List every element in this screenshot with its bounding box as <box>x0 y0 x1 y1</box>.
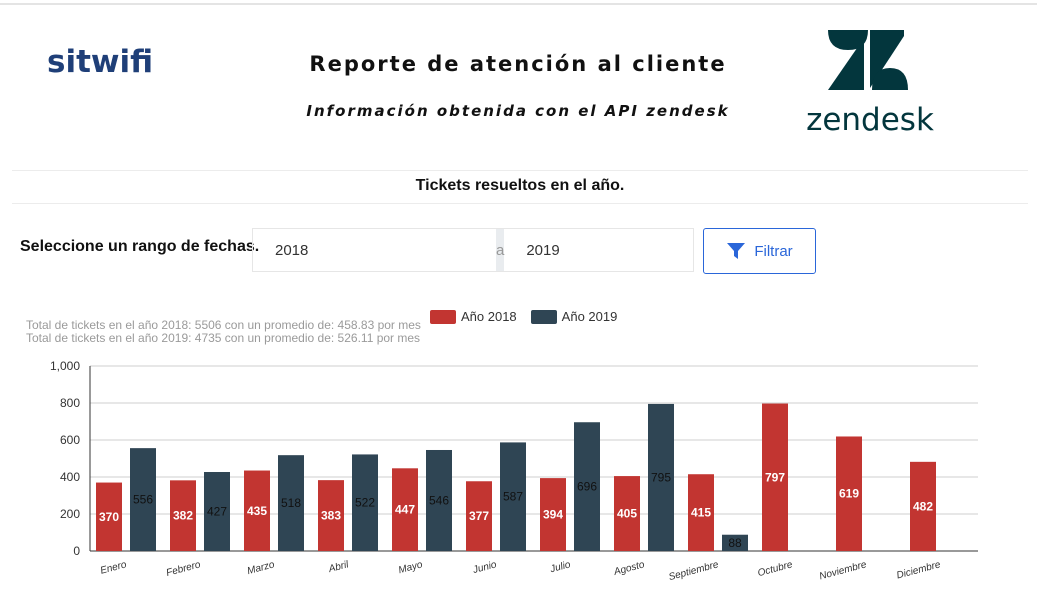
bar-2019 <box>426 449 452 551</box>
x-tick-label: Abril <box>327 559 351 575</box>
legend-label-2019: Año 2019 <box>561 309 618 324</box>
bar-2018 <box>244 470 270 551</box>
bar-2018 <box>392 468 418 551</box>
top-border <box>0 3 1037 5</box>
page-title: Reporte de atención al cliente <box>309 52 727 76</box>
bar-value-label: 797 <box>765 470 785 484</box>
bar-value-label: 522 <box>355 496 375 510</box>
zendesk-logo-bottom-right <box>872 68 908 90</box>
bar-2019 <box>574 422 600 551</box>
bar-value-label: 587 <box>503 490 523 504</box>
bar-value-label: 370 <box>99 510 119 524</box>
bar-value-label: 377 <box>469 509 489 523</box>
bar-value-label: 518 <box>281 496 301 510</box>
bar-value-label: 415 <box>691 506 711 520</box>
bar-2019 <box>130 448 156 551</box>
bar-2019 <box>204 472 230 551</box>
bar-2019 <box>352 454 378 551</box>
y-tick-label: 600 <box>60 433 80 447</box>
bar-value-label: 405 <box>617 507 637 521</box>
bar-value-label: 382 <box>173 509 193 523</box>
x-tick-label: Enero <box>99 559 128 577</box>
section-divider-top <box>12 170 1028 171</box>
bar-value-label: 556 <box>133 493 153 507</box>
y-tick-label: 0 <box>73 544 80 558</box>
bar-value-label: 546 <box>429 493 449 507</box>
bar-2018 <box>96 482 122 551</box>
bar-2019 <box>500 442 526 551</box>
legend-item-2019[interactable]: Año 2019 <box>530 309 618 324</box>
filter-button-label: Filtrar <box>754 242 793 260</box>
bar-value-label: 394 <box>543 508 563 522</box>
stat-2019: Total de tickets en el año 2019: 4735 co… <box>26 331 421 345</box>
y-tick-label: 1,000 <box>50 359 80 373</box>
bar-2019 <box>278 455 304 551</box>
zendesk-logo-bottom-left <box>828 38 864 90</box>
legend-swatch-2018 <box>430 309 456 324</box>
filter-button[interactable]: Filtrar <box>703 228 816 274</box>
zendesk-logo-top-left <box>828 30 868 50</box>
bar-value-label: 427 <box>207 505 227 519</box>
section-divider-bottom <box>12 203 1028 204</box>
date-range-label: Seleccione un rango de fechas. <box>20 238 260 255</box>
chart-legend: Año 2018 Año 2019 <box>430 309 617 324</box>
x-tick-label: Febrero <box>165 559 202 579</box>
x-tick-label: Septiembre <box>668 559 721 583</box>
bar-2018 <box>540 478 566 551</box>
bar-2018 <box>170 480 196 551</box>
sitwifi-logo: sitwifi <box>47 44 154 80</box>
bar-2018 <box>836 436 862 551</box>
bar-2018 <box>318 480 344 551</box>
date-from-input[interactable] <box>253 229 496 271</box>
bar-2018 <box>688 474 714 551</box>
bar-2018 <box>762 403 788 551</box>
zendesk-logo: zendesk <box>806 30 934 138</box>
bar-value-label: 795 <box>651 470 671 484</box>
bar-value-label: 383 <box>321 509 341 523</box>
y-tick-label: 200 <box>60 507 80 521</box>
page-subtitle: Información obtenida con el API zendesk <box>306 102 730 120</box>
y-tick-label: 400 <box>60 470 80 484</box>
date-range-separator: a <box>496 229 505 271</box>
bar-value-label: 447 <box>395 503 415 517</box>
bar-value-label: 619 <box>839 487 859 501</box>
x-tick-label: Julio <box>548 559 572 575</box>
bar-value-label: 696 <box>577 480 597 494</box>
legend-item-2018[interactable]: Año 2018 <box>430 309 517 324</box>
stat-2018: Total de tickets en el año 2018: 5506 co… <box>26 318 421 332</box>
bar-chart: 0 200 400 600 800 1,000 370 556 Enero 382 427 Febre… <box>50 359 978 583</box>
bar-2018 <box>466 481 492 551</box>
bar-2018 <box>614 476 640 551</box>
bar-2019 <box>722 534 748 551</box>
date-range-group: a <box>252 228 748 272</box>
bar-2018 <box>910 461 936 551</box>
zendesk-logo-text: zendesk <box>806 102 934 138</box>
x-tick-label: Mayo <box>397 559 424 576</box>
legend-label-2018: Año 2018 <box>461 309 517 324</box>
bar-2019 <box>648 403 674 551</box>
x-tick-label: Diciembre <box>895 559 942 581</box>
x-tick-label: Junio <box>471 559 498 576</box>
bar-value-label: 482 <box>913 499 933 513</box>
x-tick-label: Agosto <box>612 559 646 578</box>
bar-value-label: 435 <box>247 504 267 518</box>
filter-icon <box>727 243 746 259</box>
x-tick-label: Marzo <box>246 559 276 577</box>
section-title: Tickets resueltos en el año. <box>415 177 625 194</box>
x-tick-label: Octubre <box>757 559 795 579</box>
legend-swatch-2019 <box>530 309 557 324</box>
bar-value-label: 88 <box>728 536 742 550</box>
y-tick-label: 800 <box>60 396 80 410</box>
x-tick-label: Noviembre <box>818 559 868 582</box>
